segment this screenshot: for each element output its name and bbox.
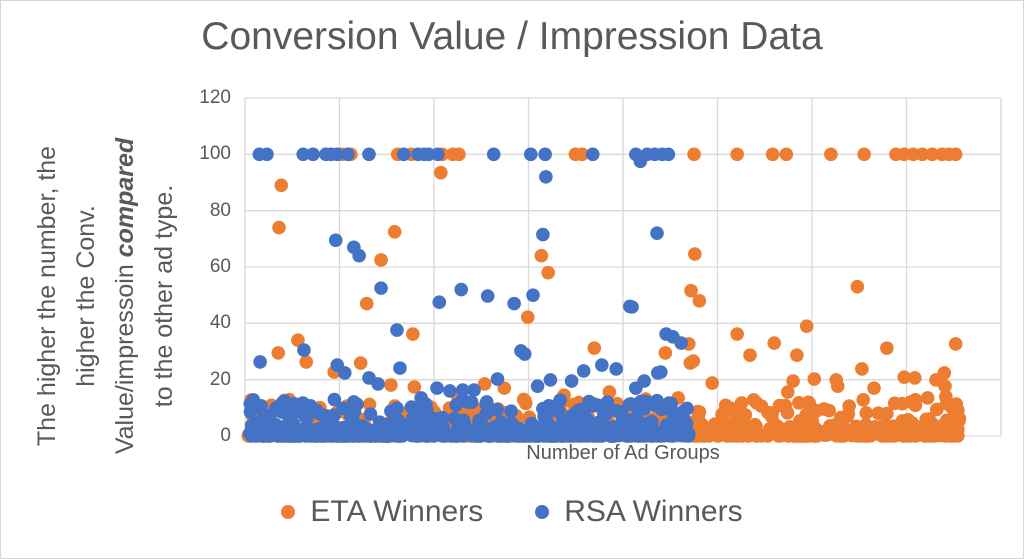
- scatter-plot: [241, 97, 1002, 443]
- legend-item-eta-winners: ETA Winners: [281, 495, 483, 529]
- legend-item-rsa-winners: RSA Winners: [535, 495, 743, 529]
- legend-label-rsa-winners: RSA Winners: [564, 495, 743, 528]
- rsa-winners-marker-icon: [535, 505, 550, 519]
- chart-title: Conversion Value / Impression Data: [201, 15, 823, 58]
- y-tick-label: 80: [209, 199, 231, 221]
- y-tick-label: 120: [199, 87, 231, 108]
- y-axis-label-line3: Value/impressoin compared: [111, 137, 139, 455]
- legend: ETA Winners RSA Winners: [1, 495, 1023, 529]
- y-tick-label: 0: [220, 425, 231, 446]
- y-tick-label: 60: [209, 256, 231, 277]
- y-tick-label: 40: [209, 312, 231, 334]
- x-axis-label: Number of Ad Groups: [526, 442, 720, 464]
- y-tick-label: 20: [209, 368, 231, 390]
- y-axis-label-line2: higher the Conv.: [72, 205, 100, 387]
- y-tick-label: 100: [199, 143, 231, 165]
- y-axis-label-line1: The higher the number, the: [33, 145, 61, 447]
- legend-label-eta-winners: ETA Winners: [310, 495, 484, 528]
- eta-winners-marker-icon: [281, 505, 296, 519]
